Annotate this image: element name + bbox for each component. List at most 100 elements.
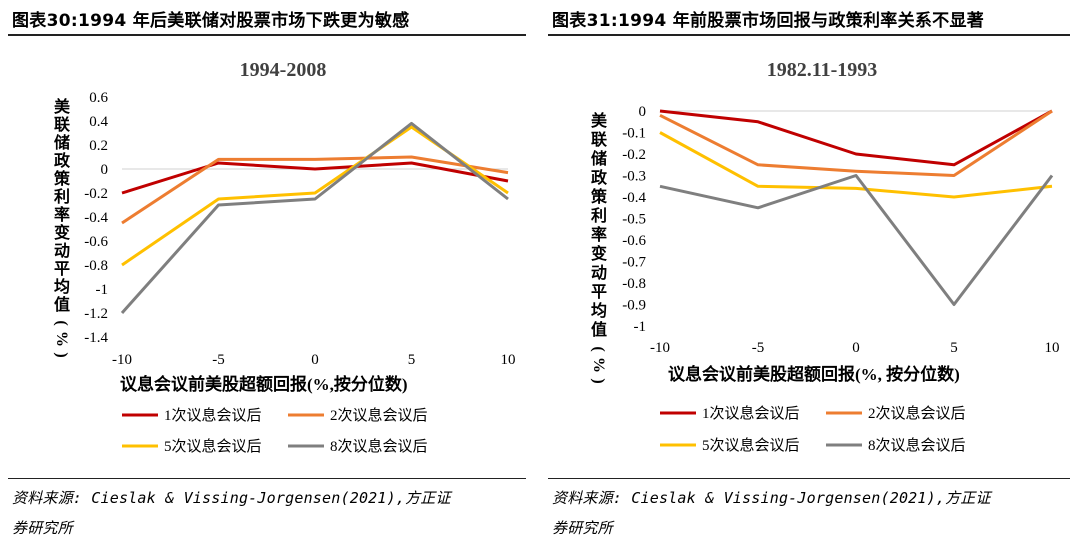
chart-title: 1982.11-1993 bbox=[767, 59, 878, 81]
y-axis-label-char: 值 bbox=[54, 295, 70, 314]
y-axis-label-char: 率 bbox=[591, 225, 607, 244]
legend: 1次议息会议后 2次议息会议后 5次议息会议后 8次议息会议后 bbox=[660, 405, 966, 454]
y-tick-label: 0.6 bbox=[89, 90, 108, 106]
y-axis-label-char: 美 bbox=[591, 111, 608, 130]
y-axis-label-char: 平 bbox=[591, 283, 607, 301]
x-tick-label: -5 bbox=[212, 352, 225, 368]
legend-label: 5次议息会议后 bbox=[702, 437, 800, 454]
source-rule bbox=[548, 478, 1070, 479]
y-axis-label-char: 储 bbox=[53, 133, 70, 152]
y-tick-label: 0 bbox=[101, 162, 109, 178]
figure-title: 图表31:1994 年前股票市场回报与政策利率关系不显著 bbox=[552, 11, 985, 31]
series-line bbox=[121, 155, 509, 225]
y-axis-label-char: 均 bbox=[591, 301, 607, 320]
series-line bbox=[659, 174, 1054, 306]
y-tick-label: -0.7 bbox=[622, 255, 646, 271]
y-tick-label: 0.4 bbox=[89, 114, 108, 130]
legend-label: 2次议息会议后 bbox=[330, 407, 428, 424]
y-axis-label-char: 变 bbox=[54, 223, 70, 242]
title-rule bbox=[548, 34, 1070, 36]
figure-title: 图表30:1994 年后美联储对股票市场下跌更为敏感 bbox=[12, 11, 410, 31]
y-tick-label: -1.4 bbox=[84, 330, 108, 346]
y-axis-label-char: ( bbox=[590, 346, 607, 351]
y-axis-label-char: 均 bbox=[54, 277, 70, 296]
y-tick-label: -0.5 bbox=[622, 212, 646, 228]
x-tick-label: 0 bbox=[852, 340, 860, 356]
x-axis-label: 议息会议前美股超额回报(%, 按分位数) bbox=[668, 364, 960, 384]
series-line bbox=[659, 131, 1053, 199]
y-tick-label: -0.2 bbox=[84, 186, 108, 202]
y-axis-label-char: 策 bbox=[590, 187, 608, 206]
y-tick-label: -1 bbox=[634, 319, 647, 335]
y-axis-label-char: 平 bbox=[54, 260, 70, 278]
y-tick-label: -0.3 bbox=[622, 169, 646, 185]
y-axis-label-char: ( bbox=[53, 320, 70, 325]
y-tick-label: -0.4 bbox=[622, 190, 646, 206]
x-tick-label: 10 bbox=[1045, 340, 1060, 356]
x-tick-label: 10 bbox=[501, 352, 516, 368]
x-tick-label: -5 bbox=[752, 340, 765, 356]
y-tick-label: -0.1 bbox=[622, 126, 646, 142]
y-tick-label: -1 bbox=[96, 282, 109, 298]
x-tick-label: -10 bbox=[112, 352, 132, 368]
x-tick-label: 5 bbox=[408, 352, 416, 368]
series-line bbox=[121, 161, 509, 195]
series-line bbox=[121, 125, 509, 267]
line-chart: 1982.11-1993 0 -0.1 -0.2 -0.3 -0.4 -0.5 -0.6 -0.… bbox=[590, 59, 1060, 454]
y-tick-label: -0.9 bbox=[622, 298, 646, 314]
legend-label: 2次议息会议后 bbox=[868, 405, 966, 422]
source-line: 券研究所 bbox=[552, 519, 613, 537]
y-axis-label-char: ) bbox=[590, 378, 607, 383]
legend-label: 5次议息会议后 bbox=[164, 438, 262, 455]
series-line bbox=[120, 121, 509, 314]
y-axis-label-char: 联 bbox=[591, 131, 607, 149]
chart-title: 1994-2008 bbox=[240, 59, 327, 81]
y-axis-label-char: 联 bbox=[54, 116, 70, 134]
legend-label: 8次议息会议后 bbox=[330, 438, 428, 455]
x-axis-label: 议息会议前美股超额回报(%,按分位数) bbox=[120, 374, 408, 394]
y-tick-label: -0.4 bbox=[84, 210, 108, 226]
y-axis-label-char: 储 bbox=[590, 149, 607, 168]
source-note: 资料来源: Cieslak & Vissing-Jorgensen(2021),… bbox=[12, 483, 451, 543]
legend-label: 1次议息会议后 bbox=[164, 407, 262, 424]
y-tick-label: -0.2 bbox=[622, 147, 646, 163]
y-tick-label: -1.2 bbox=[84, 306, 108, 322]
y-axis-label-char: 策 bbox=[53, 169, 71, 188]
y-axis-label-char: 政 bbox=[54, 151, 71, 170]
y-tick-label: 0.2 bbox=[89, 138, 108, 154]
y-tick-label: 0 bbox=[639, 104, 647, 120]
figure-right: 图表31:1994 年前股票市场回报与政策利率关系不显著 1982.11-199… bbox=[546, 0, 1080, 544]
source-rule bbox=[8, 478, 526, 479]
legend-label: 1次议息会议后 bbox=[702, 405, 800, 422]
y-axis-label-char: ) bbox=[53, 352, 70, 357]
source-line: 券研究所 bbox=[12, 519, 73, 537]
x-tick-label: 5 bbox=[950, 340, 958, 356]
y-tick-label: -0.8 bbox=[84, 258, 108, 274]
x-tick-label: -10 bbox=[650, 340, 670, 356]
y-axis-label-char: 政 bbox=[591, 168, 608, 187]
y-axis-label-char: 变 bbox=[591, 244, 607, 263]
y-tick-label: -0.6 bbox=[84, 234, 108, 250]
source-note: 资料来源: Cieslak & Vissing-Jorgensen(2021),… bbox=[552, 483, 991, 543]
figure-left: 图表30:1994 年后美联储对股票市场下跌更为敏感 1994-2008 0.6 0… bbox=[0, 0, 530, 544]
series-line bbox=[659, 109, 1053, 177]
y-axis-label-char: 美 bbox=[54, 97, 71, 116]
y-axis-label-char: 率 bbox=[54, 205, 70, 224]
y-axis-label-char: 利 bbox=[591, 206, 607, 225]
legend-label: 8次议息会议后 bbox=[868, 437, 966, 454]
y-axis-label-char: 动 bbox=[591, 264, 607, 282]
line-chart: 1994-2008 0.6 0.4 0.2 0 -0.2 -0.4 -0.6 -0.8 -1 -1.… bbox=[53, 59, 516, 455]
y-axis-label-char: 值 bbox=[591, 320, 607, 339]
y-axis-label-char: 利 bbox=[54, 187, 70, 206]
x-tick-label: 0 bbox=[311, 352, 319, 368]
series-line bbox=[659, 109, 1053, 167]
source-line: 资料来源: Cieslak & Vissing-Jorgensen(2021),… bbox=[552, 489, 991, 507]
y-tick-label: -0.8 bbox=[622, 276, 646, 292]
legend: 1次议息会议后 2次议息会议后 5次议息会议后 8次议息会议后 bbox=[122, 407, 428, 455]
y-axis-label-char: % bbox=[590, 357, 607, 373]
y-axis-label-char: % bbox=[53, 331, 70, 347]
source-line: 资料来源: Cieslak & Vissing-Jorgensen(2021),… bbox=[12, 489, 451, 507]
y-tick-label: -0.6 bbox=[622, 233, 646, 249]
